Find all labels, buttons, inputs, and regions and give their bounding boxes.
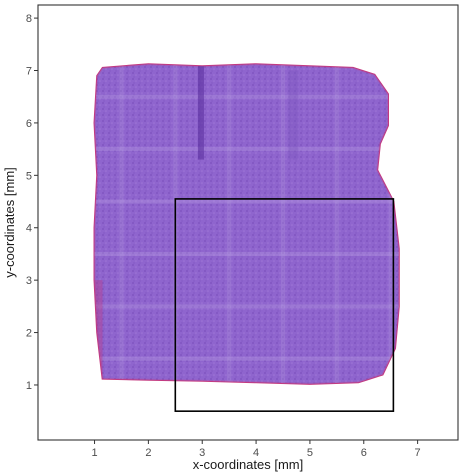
x-tick-label: 6: [361, 447, 367, 459]
x-tick-label: 4: [253, 447, 259, 459]
x-tick-label: 1: [91, 447, 97, 459]
y-tick-label: 8: [26, 13, 32, 25]
x-axis-title: x-coordinates [mm]: [193, 457, 304, 472]
y-tick-label: 1: [26, 380, 32, 392]
y-axis-title: y-coordinates [mm]: [2, 167, 17, 278]
x-tick-label: 5: [307, 447, 313, 459]
y-tick-label: 2: [26, 328, 32, 340]
selection-box: [174, 198, 395, 412]
selection-rectangle: [174, 198, 395, 412]
x-axis: 1 2 3 4 5 6 7: [91, 440, 421, 459]
x-tick-label: 3: [199, 447, 205, 459]
y-tick-label: 3: [26, 275, 32, 287]
y-tick-label: 5: [26, 170, 32, 182]
y-tick-label: 4: [26, 223, 32, 235]
x-tick-label: 7: [415, 447, 421, 459]
y-tick-label: 7: [26, 66, 32, 78]
x-tick-label: 2: [145, 447, 151, 459]
y-axis: 1 2 3 4 5 6 7 8: [26, 13, 38, 392]
y-tick-label: 6: [26, 118, 32, 130]
